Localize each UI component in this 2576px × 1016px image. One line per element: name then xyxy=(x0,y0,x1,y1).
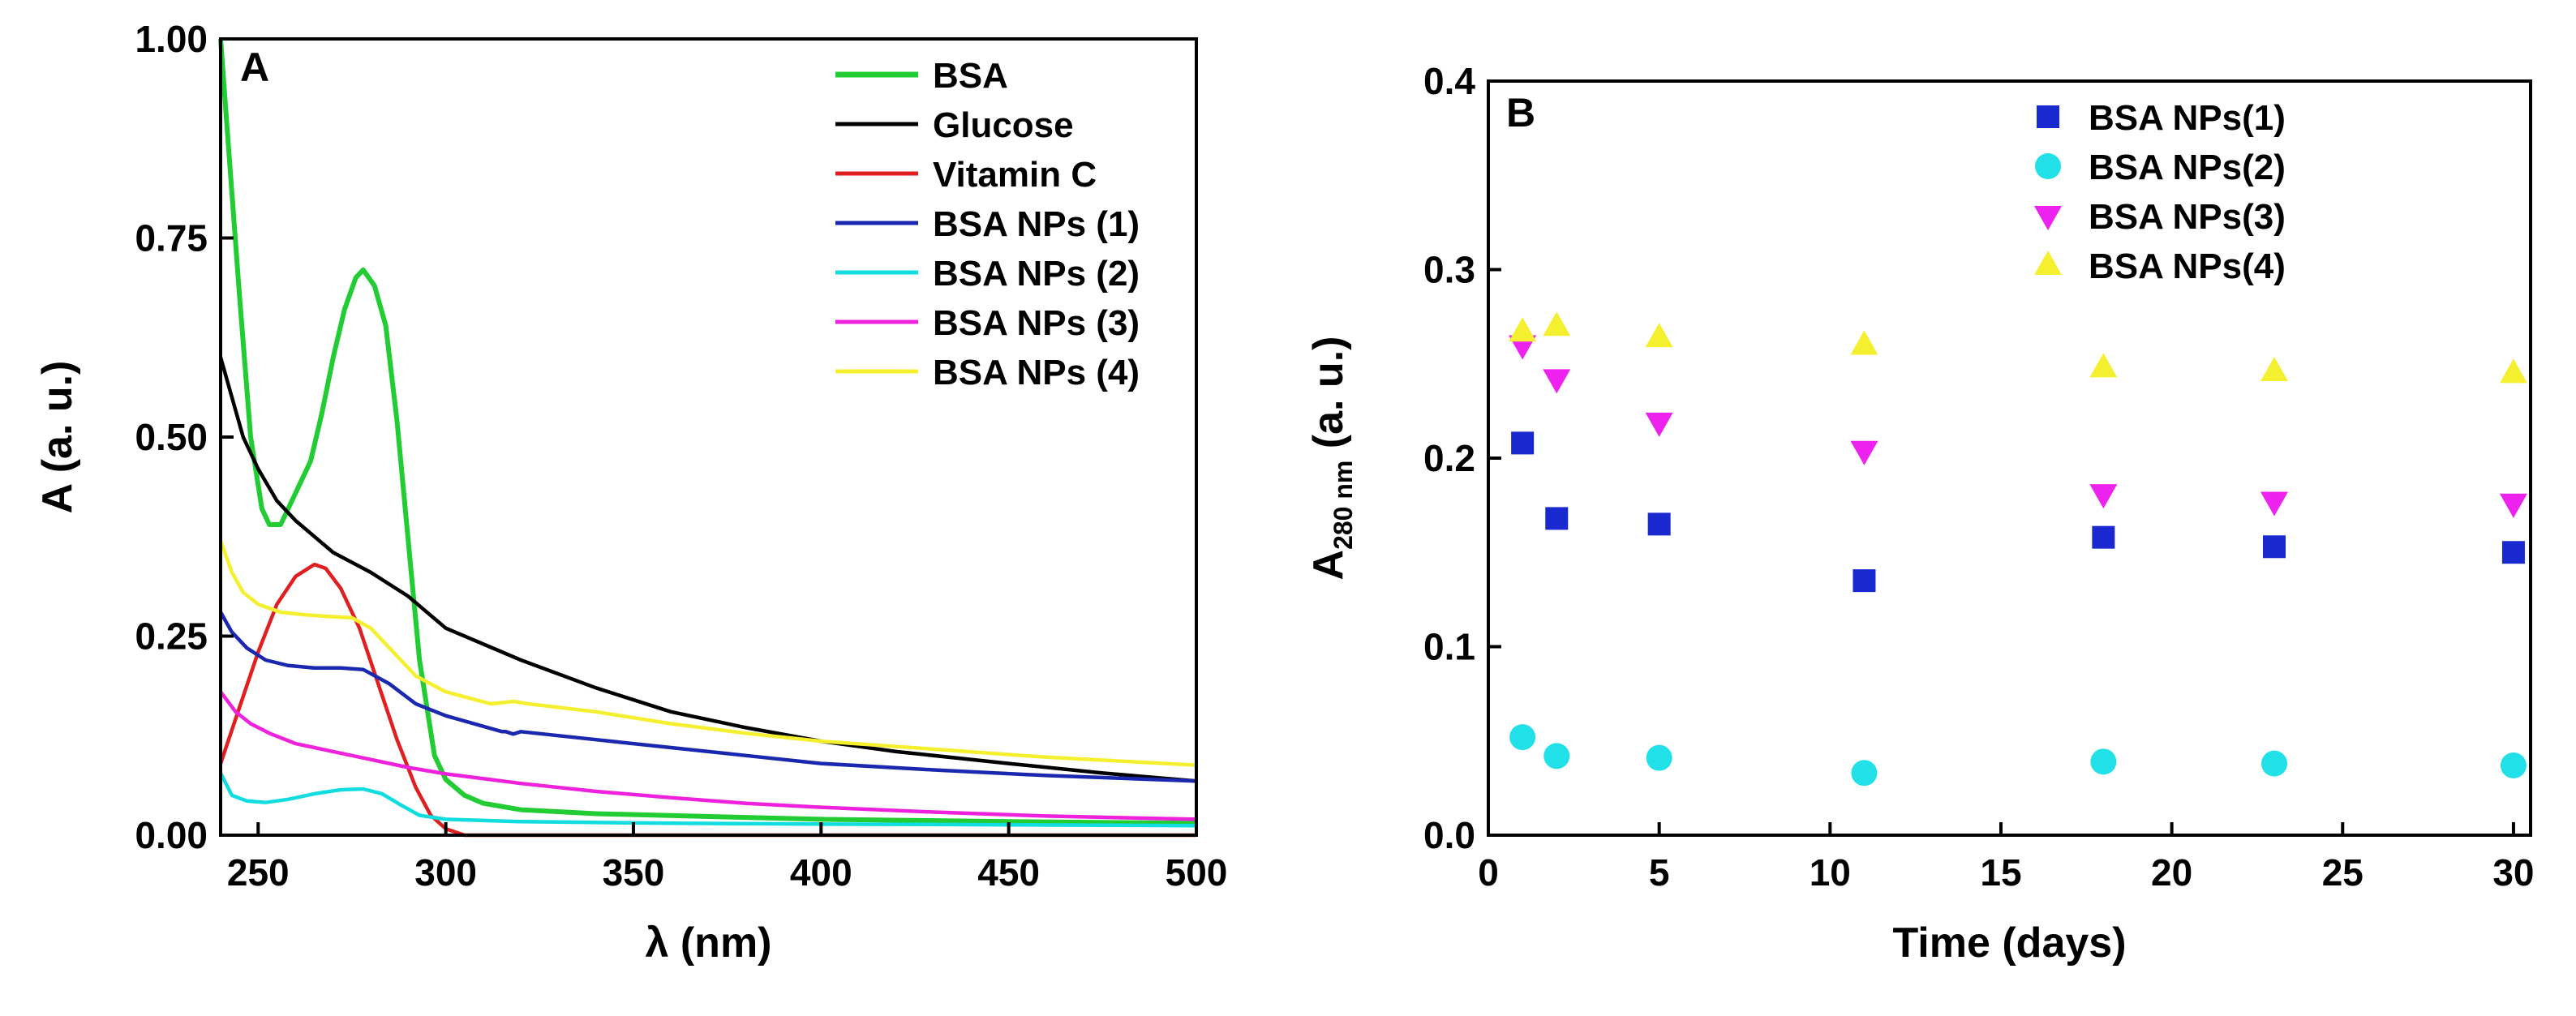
legend-label-glucose: Glucose xyxy=(933,105,1074,145)
y-tick-label: 0.25 xyxy=(135,615,208,658)
data-point-bsa-nps-2 xyxy=(1543,743,1570,770)
x-tick-label: 0 xyxy=(1478,851,1499,894)
data-point-bsa-nps-1 xyxy=(1647,512,1671,536)
series-line-bsa-nps-1 xyxy=(219,611,1197,783)
data-point-bsa-nps-1 xyxy=(2092,525,2115,549)
data-point-bsa-nps-4 xyxy=(2499,358,2527,384)
panel-a-x-axis-label: λ (nm) xyxy=(646,920,772,967)
data-point-bsa-nps-4 xyxy=(2089,353,2118,378)
x-tick-label: 450 xyxy=(977,851,1040,894)
panel-b-series-markers xyxy=(1509,311,2527,787)
legend-label-bsa-nps-4: BSA NPs (4) xyxy=(933,353,1140,392)
panel-b-y-axis-label-unit: (a. u.) xyxy=(1305,337,1352,461)
x-tick-label: 15 xyxy=(1980,851,2021,894)
y-tick-label: 0.75 xyxy=(135,217,208,259)
data-point-bsa-nps-3 xyxy=(1645,412,1673,437)
legend-marker-bsa-nps-3 xyxy=(2034,206,2062,230)
data-point-bsa-nps-4 xyxy=(1509,317,1537,342)
panel-b-ticks: 0 5 10 15 20 25 30 0.0 0.1 0.2 0.3 0.4 xyxy=(1423,60,2534,894)
legend-label-bsa-nps-2: BSA NPs (2) xyxy=(933,254,1140,294)
legend-label-bsa-nps-1: BSA NPs(1) xyxy=(2089,98,2286,138)
data-point-bsa-nps-3 xyxy=(1543,369,1571,394)
data-point-bsa-nps-3 xyxy=(2089,484,2118,509)
x-tick-label: 5 xyxy=(1649,851,1670,894)
legend-label-bsa-nps-1: BSA NPs (1) xyxy=(933,204,1140,244)
panel-a-legend: BSA Glucose Vitamin C BSA NPs (1) BSA NPs (2… xyxy=(835,56,1140,392)
data-point-bsa-nps-3 xyxy=(2260,491,2289,517)
y-tick-label: 0.1 xyxy=(1423,626,1475,668)
data-point-bsa-nps-1 xyxy=(2501,541,2525,564)
data-point-bsa-nps-4 xyxy=(2260,357,2289,382)
panel-a-absorption-spectra: 250 300 350 400 450 500 0.00 0.25 0.50 0.75 1.00 A… xyxy=(34,18,1227,967)
series-line-bsa-nps-2 xyxy=(218,772,1197,828)
legend-label-bsa-nps-2: BSA NPs(2) xyxy=(2089,148,2286,187)
y-tick-label: 0.3 xyxy=(1423,249,1475,291)
data-point-bsa-nps-1 xyxy=(1545,507,1569,530)
panel-b-axes-frame xyxy=(1487,79,2532,837)
y-tick-label: 0.4 xyxy=(1423,60,1475,102)
y-tick-label: 0.00 xyxy=(135,814,208,856)
legend-label-bsa-nps-3: BSA NPs(3) xyxy=(2089,197,2286,237)
panel-b-y-axis-label-main: A xyxy=(1305,550,1352,581)
x-tick-label: 25 xyxy=(2322,851,2363,894)
data-point-bsa-nps-4 xyxy=(1543,311,1571,337)
x-tick-label: 500 xyxy=(1166,851,1228,894)
x-tick-label: 250 xyxy=(227,851,290,894)
x-tick-label: 30 xyxy=(2492,851,2534,894)
panel-a-y-axis-label: A (a. u.) xyxy=(34,361,81,514)
data-point-bsa-nps-2 xyxy=(1646,744,1672,771)
data-point-bsa-nps-4 xyxy=(1850,330,1878,355)
y-tick-label: 1.00 xyxy=(135,18,208,60)
series-line-bsa-nps-4 xyxy=(218,539,1197,767)
y-tick-label: 0.2 xyxy=(1423,437,1475,479)
data-point-bsa-nps-4 xyxy=(1645,323,1673,348)
data-point-bsa-nps-2 xyxy=(2261,750,2288,777)
legend-marker-bsa-nps-1 xyxy=(2037,105,2059,128)
legend-label-vitamin-c: Vitamin C xyxy=(933,155,1097,195)
series-line-bsa xyxy=(218,38,1197,826)
panel-b-y-axis-label-subscript: 280 nm xyxy=(1329,461,1358,550)
panel-b-label: B xyxy=(1506,90,1535,135)
data-point-bsa-nps-3 xyxy=(1850,440,1878,465)
x-tick-label: 300 xyxy=(414,851,477,894)
x-tick-label: 10 xyxy=(1810,851,1851,894)
legend-marker-bsa-nps-4 xyxy=(2034,251,2062,275)
data-point-bsa-nps-2 xyxy=(1509,724,1536,751)
data-point-bsa-nps-2 xyxy=(2500,752,2527,778)
panel-b-stability-over-time: 0 5 10 15 20 25 30 0.0 0.1 0.2 0.3 0.4 B Time (days… xyxy=(1305,60,2535,967)
data-point-bsa-nps-2 xyxy=(2090,748,2117,775)
legend-label-bsa: BSA xyxy=(933,56,1008,96)
data-point-bsa-nps-2 xyxy=(1851,760,1878,787)
data-point-bsa-nps-3 xyxy=(2499,493,2527,518)
panel-b-y-axis-label: A280 nm (a. u.) xyxy=(1305,337,1358,581)
x-tick-label: 350 xyxy=(603,851,665,894)
series-line-glucose xyxy=(218,357,1197,783)
series-line-bsa-nps-3 xyxy=(219,690,1197,821)
legend-label-bsa-nps-4: BSA NPs(4) xyxy=(2089,246,2286,286)
panel-a-series-lines xyxy=(218,38,1197,838)
y-tick-label: 0.50 xyxy=(135,416,208,458)
x-tick-label: 20 xyxy=(2151,851,2192,894)
panel-a-label: A xyxy=(240,45,269,90)
series-line-vitamin-c xyxy=(218,562,1196,838)
panel-a-ticks: 250 300 350 400 450 500 0.00 0.25 0.50 0.75 1.00 xyxy=(135,18,1227,894)
y-tick-label: 0.0 xyxy=(1423,814,1475,856)
data-point-bsa-nps-1 xyxy=(1511,431,1535,455)
data-point-bsa-nps-1 xyxy=(2263,535,2286,559)
x-tick-label: 400 xyxy=(790,851,852,894)
legend-marker-bsa-nps-2 xyxy=(2035,153,2061,179)
panel-b-x-axis-label: Time (days) xyxy=(1892,920,2126,967)
data-point-bsa-nps-1 xyxy=(1853,569,1876,593)
panel-b-legend: BSA NPs(1) BSA NPs(2) BSA NPs(3) BSA NPs(4) xyxy=(2034,98,2286,286)
legend-label-bsa-nps-3: BSA NPs (3) xyxy=(933,303,1140,343)
